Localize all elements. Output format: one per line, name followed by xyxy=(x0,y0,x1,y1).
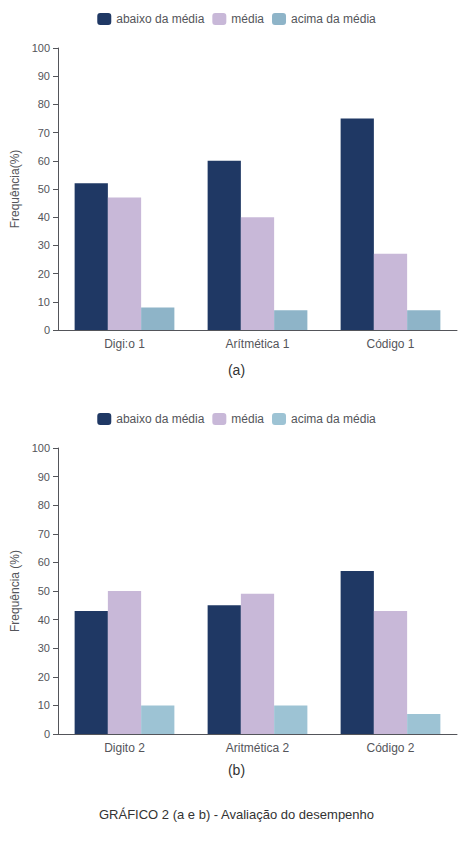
svg-text:50: 50 xyxy=(38,585,50,597)
svg-text:média: média xyxy=(231,412,264,426)
svg-text:80: 80 xyxy=(38,98,50,110)
svg-text:50: 50 xyxy=(38,183,50,195)
svg-text:100: 100 xyxy=(32,442,50,454)
svg-text:abaixo da média: abaixo da média xyxy=(116,12,204,26)
svg-text:40: 40 xyxy=(38,211,50,223)
svg-text:Arítmética 1: Arítmética 1 xyxy=(225,337,289,351)
svg-text:10: 10 xyxy=(38,296,50,308)
svg-text:Código 1: Código 1 xyxy=(366,337,414,351)
svg-text:60: 60 xyxy=(38,155,50,167)
svg-text:Digi:o 1: Digi:o 1 xyxy=(104,337,145,351)
svg-text:70: 70 xyxy=(38,127,50,139)
svg-text:30: 30 xyxy=(38,642,50,654)
svg-text:acima da média: acima da média xyxy=(291,12,376,26)
svg-text:60: 60 xyxy=(38,556,50,568)
svg-text:100: 100 xyxy=(32,42,50,54)
svg-text:0: 0 xyxy=(44,728,50,740)
svg-text:Código 2: Código 2 xyxy=(366,741,414,755)
svg-text:Digito 2: Digito 2 xyxy=(104,741,145,755)
svg-text:90: 90 xyxy=(38,70,50,82)
svg-text:acima da média: acima da média xyxy=(291,412,376,426)
svg-text:10: 10 xyxy=(38,699,50,711)
svg-text:90: 90 xyxy=(38,471,50,483)
svg-text:40: 40 xyxy=(38,614,50,626)
svg-text:0: 0 xyxy=(44,324,50,336)
svg-text:20: 20 xyxy=(38,671,50,683)
svg-text:Frequência (%): Frequência (%) xyxy=(8,550,22,632)
svg-text:média: média xyxy=(231,12,264,26)
svg-text:GRÁFICO 2 (a e b) - Avaliação: GRÁFICO 2 (a e b) - Avaliação do desempe… xyxy=(99,807,374,822)
svg-text:20: 20 xyxy=(38,268,50,280)
svg-text:Aritmética 2: Aritmética 2 xyxy=(226,741,290,755)
svg-text:(a): (a) xyxy=(228,362,245,378)
svg-text:80: 80 xyxy=(38,499,50,511)
svg-text:30: 30 xyxy=(38,239,50,251)
svg-text:Frequência(%): Frequência(%) xyxy=(8,150,22,229)
svg-text:70: 70 xyxy=(38,528,50,540)
svg-text:(b): (b) xyxy=(228,762,245,778)
svg-text:abaixo da média: abaixo da média xyxy=(116,412,204,426)
